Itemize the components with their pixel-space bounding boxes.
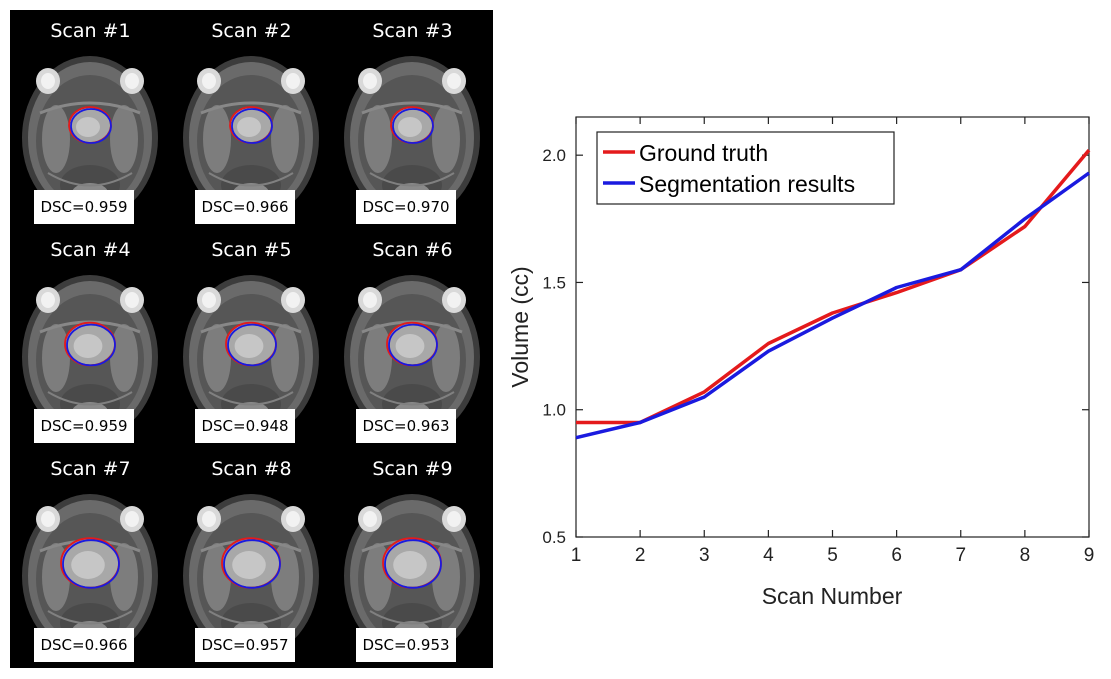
- scan-cell: Scan #9 DSC=0.953: [332, 448, 493, 667]
- legend-label-segmentation-results: Segmentation results: [639, 171, 855, 197]
- scan-cell: Scan #1 DSC=0.959: [10, 10, 171, 229]
- x-tick-label: 6: [891, 545, 902, 566]
- dsc-score-label: DSC=0.959: [34, 190, 134, 224]
- mri-brain-image: [22, 494, 158, 658]
- x-tick-label: 5: [827, 545, 838, 566]
- x-tick-label: 3: [699, 545, 710, 566]
- x-axis-label: Scan Number: [762, 583, 903, 609]
- mri-brain-image: [22, 275, 158, 439]
- x-tick-label: 9: [1084, 545, 1095, 566]
- mri-brain-image: [344, 56, 480, 220]
- x-tick-label: 8: [1020, 545, 1031, 566]
- scan-image-grid: Scan #1 DSC=0.959 Scan #2: [10, 10, 493, 668]
- scan-title: Scan #4: [50, 239, 131, 261]
- scan-title: Scan #2: [211, 20, 292, 42]
- scan-cell: Scan #6 DSC=0.963: [332, 229, 493, 448]
- dsc-score-label: DSC=0.970: [356, 190, 456, 224]
- legend-label-ground-truth: Ground truth: [639, 140, 768, 166]
- dsc-score-label: DSC=0.966: [195, 190, 295, 224]
- y-tick-label: 1.5: [542, 273, 566, 292]
- y-tick-label: 0.5: [542, 528, 566, 547]
- scan-title: Scan #8: [211, 458, 292, 480]
- x-tick-label: 1: [571, 545, 582, 566]
- mri-brain-image: [183, 494, 319, 658]
- scan-cell: Scan #2 DSC=0.966: [171, 10, 332, 229]
- scan-cell: Scan #7 DSC=0.966: [10, 448, 171, 667]
- legend: Ground truth Segmentation results: [596, 131, 895, 205]
- x-tick-label: 4: [763, 545, 774, 566]
- y-axis-label: Volume (cc): [507, 266, 533, 387]
- scan-title: Scan #1: [50, 20, 131, 42]
- dsc-score-label: DSC=0.963: [356, 409, 456, 443]
- x-tick-label: 2: [635, 545, 646, 566]
- scan-title: Scan #3: [372, 20, 453, 42]
- mri-brain-image: [344, 275, 480, 439]
- dsc-score-label: DSC=0.957: [195, 628, 295, 662]
- scan-title: Scan #6: [372, 239, 453, 261]
- scan-title: Scan #9: [372, 458, 453, 480]
- y-tick-label: 2.0: [542, 146, 566, 165]
- volume-line-chart: 1 2 3 4 5 6 7 8 9 0.5 1.0 1.5 2.0 Ground truth Segme…: [507, 116, 1095, 609]
- dsc-score-label: DSC=0.966: [34, 628, 134, 662]
- scan-cell: Scan #8 DSC=0.957: [171, 448, 332, 667]
- scan-title: Scan #7: [50, 458, 131, 480]
- legend-box: [596, 131, 895, 205]
- dsc-score-label: DSC=0.953: [356, 628, 456, 662]
- mri-brain-image: [183, 275, 319, 439]
- scan-cell: Scan #3 DSC=0.970: [332, 10, 493, 229]
- y-tick-label: 1.0: [542, 401, 566, 420]
- dsc-score-label: DSC=0.959: [34, 409, 134, 443]
- x-tick-label: 7: [955, 545, 966, 566]
- scan-title: Scan #5: [211, 239, 292, 261]
- dsc-score-label: DSC=0.948: [195, 409, 295, 443]
- scan-cell: Scan #4 DSC=0.959: [10, 229, 171, 448]
- scan-cell: Scan #5 DSC=0.948: [171, 229, 332, 448]
